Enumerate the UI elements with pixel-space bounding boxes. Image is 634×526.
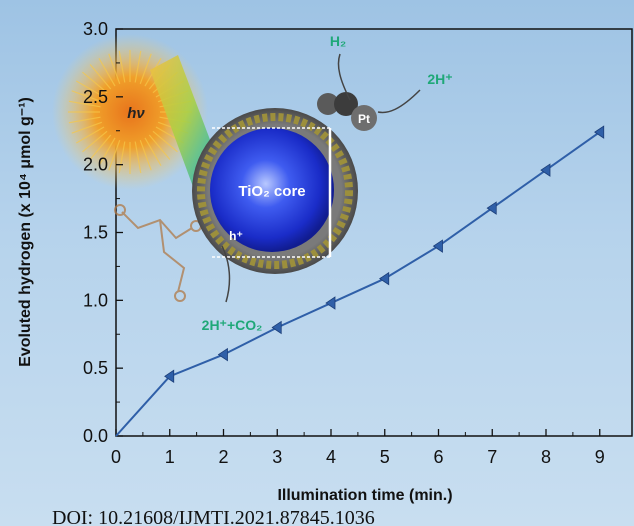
y-tick-label: 2.5	[83, 87, 108, 107]
data-point	[432, 239, 443, 253]
data-point	[164, 369, 175, 384]
y-tick-label: 3.0	[83, 19, 108, 39]
pt-label: Pt	[358, 112, 370, 126]
y-tick-label: 0.5	[83, 358, 108, 378]
x-tick-label: 5	[380, 447, 390, 467]
pt-particle: Pt	[317, 92, 377, 131]
product-arrow	[221, 245, 231, 303]
proton-label: 2H⁺	[427, 71, 452, 87]
x-tick-label: 2	[218, 447, 228, 467]
data-point	[486, 201, 497, 215]
series-layer	[115, 125, 605, 437]
x-tick-label: 9	[595, 447, 605, 467]
sun-label: hν	[127, 105, 145, 122]
proton-arrow	[377, 89, 421, 114]
data-point	[379, 271, 390, 286]
y-tick-label: 0.0	[83, 426, 108, 446]
h2-label: H₂	[330, 33, 346, 49]
x-tick-label: 7	[487, 447, 497, 467]
y-axis-title: Evoluted hydrogen (x 10⁴ μmol g⁻¹)	[17, 97, 34, 367]
data-point	[325, 296, 336, 310]
shell-coating	[197, 113, 353, 269]
x-tick-label: 3	[272, 447, 282, 467]
tio2-core	[210, 128, 334, 252]
y-tick-label: 2.0	[83, 155, 108, 175]
y-tick-label: 1.5	[83, 223, 108, 243]
series-line	[115, 131, 601, 437]
doi-caption: DOI: 10.21608/IJMTI.2021.87845.1036	[52, 507, 375, 526]
axis-ticks: 0 1 2 3 4 5 6 7 8 9 0.0 0.5 1.0 1.5 2.0 2.5 3.0	[83, 19, 605, 467]
photocatalyst-illustration: TiO₂ core hν Pt H₂ 2H⁺ h⁺ 2H⁺+CO₂	[52, 33, 453, 333]
x-tick-label: 1	[165, 447, 175, 467]
data-point	[540, 163, 551, 177]
product-label: 2H⁺+CO₂	[202, 317, 263, 333]
data-point	[594, 125, 605, 139]
x-tick-label: 4	[326, 447, 336, 467]
data-point	[217, 347, 228, 362]
h2-arrow	[337, 53, 351, 101]
x-tick-label: 8	[541, 447, 551, 467]
y-tick-label: 1.0	[83, 290, 108, 310]
x-axis-title: Illumination time (min.)	[277, 487, 452, 504]
x-tick-label: 6	[433, 447, 443, 467]
x-tick-label: 0	[111, 447, 121, 467]
hole-label: h⁺	[229, 229, 243, 243]
data-point	[271, 320, 282, 335]
core-label: TiO₂ core	[238, 183, 305, 200]
molecule-icon	[114, 204, 202, 302]
